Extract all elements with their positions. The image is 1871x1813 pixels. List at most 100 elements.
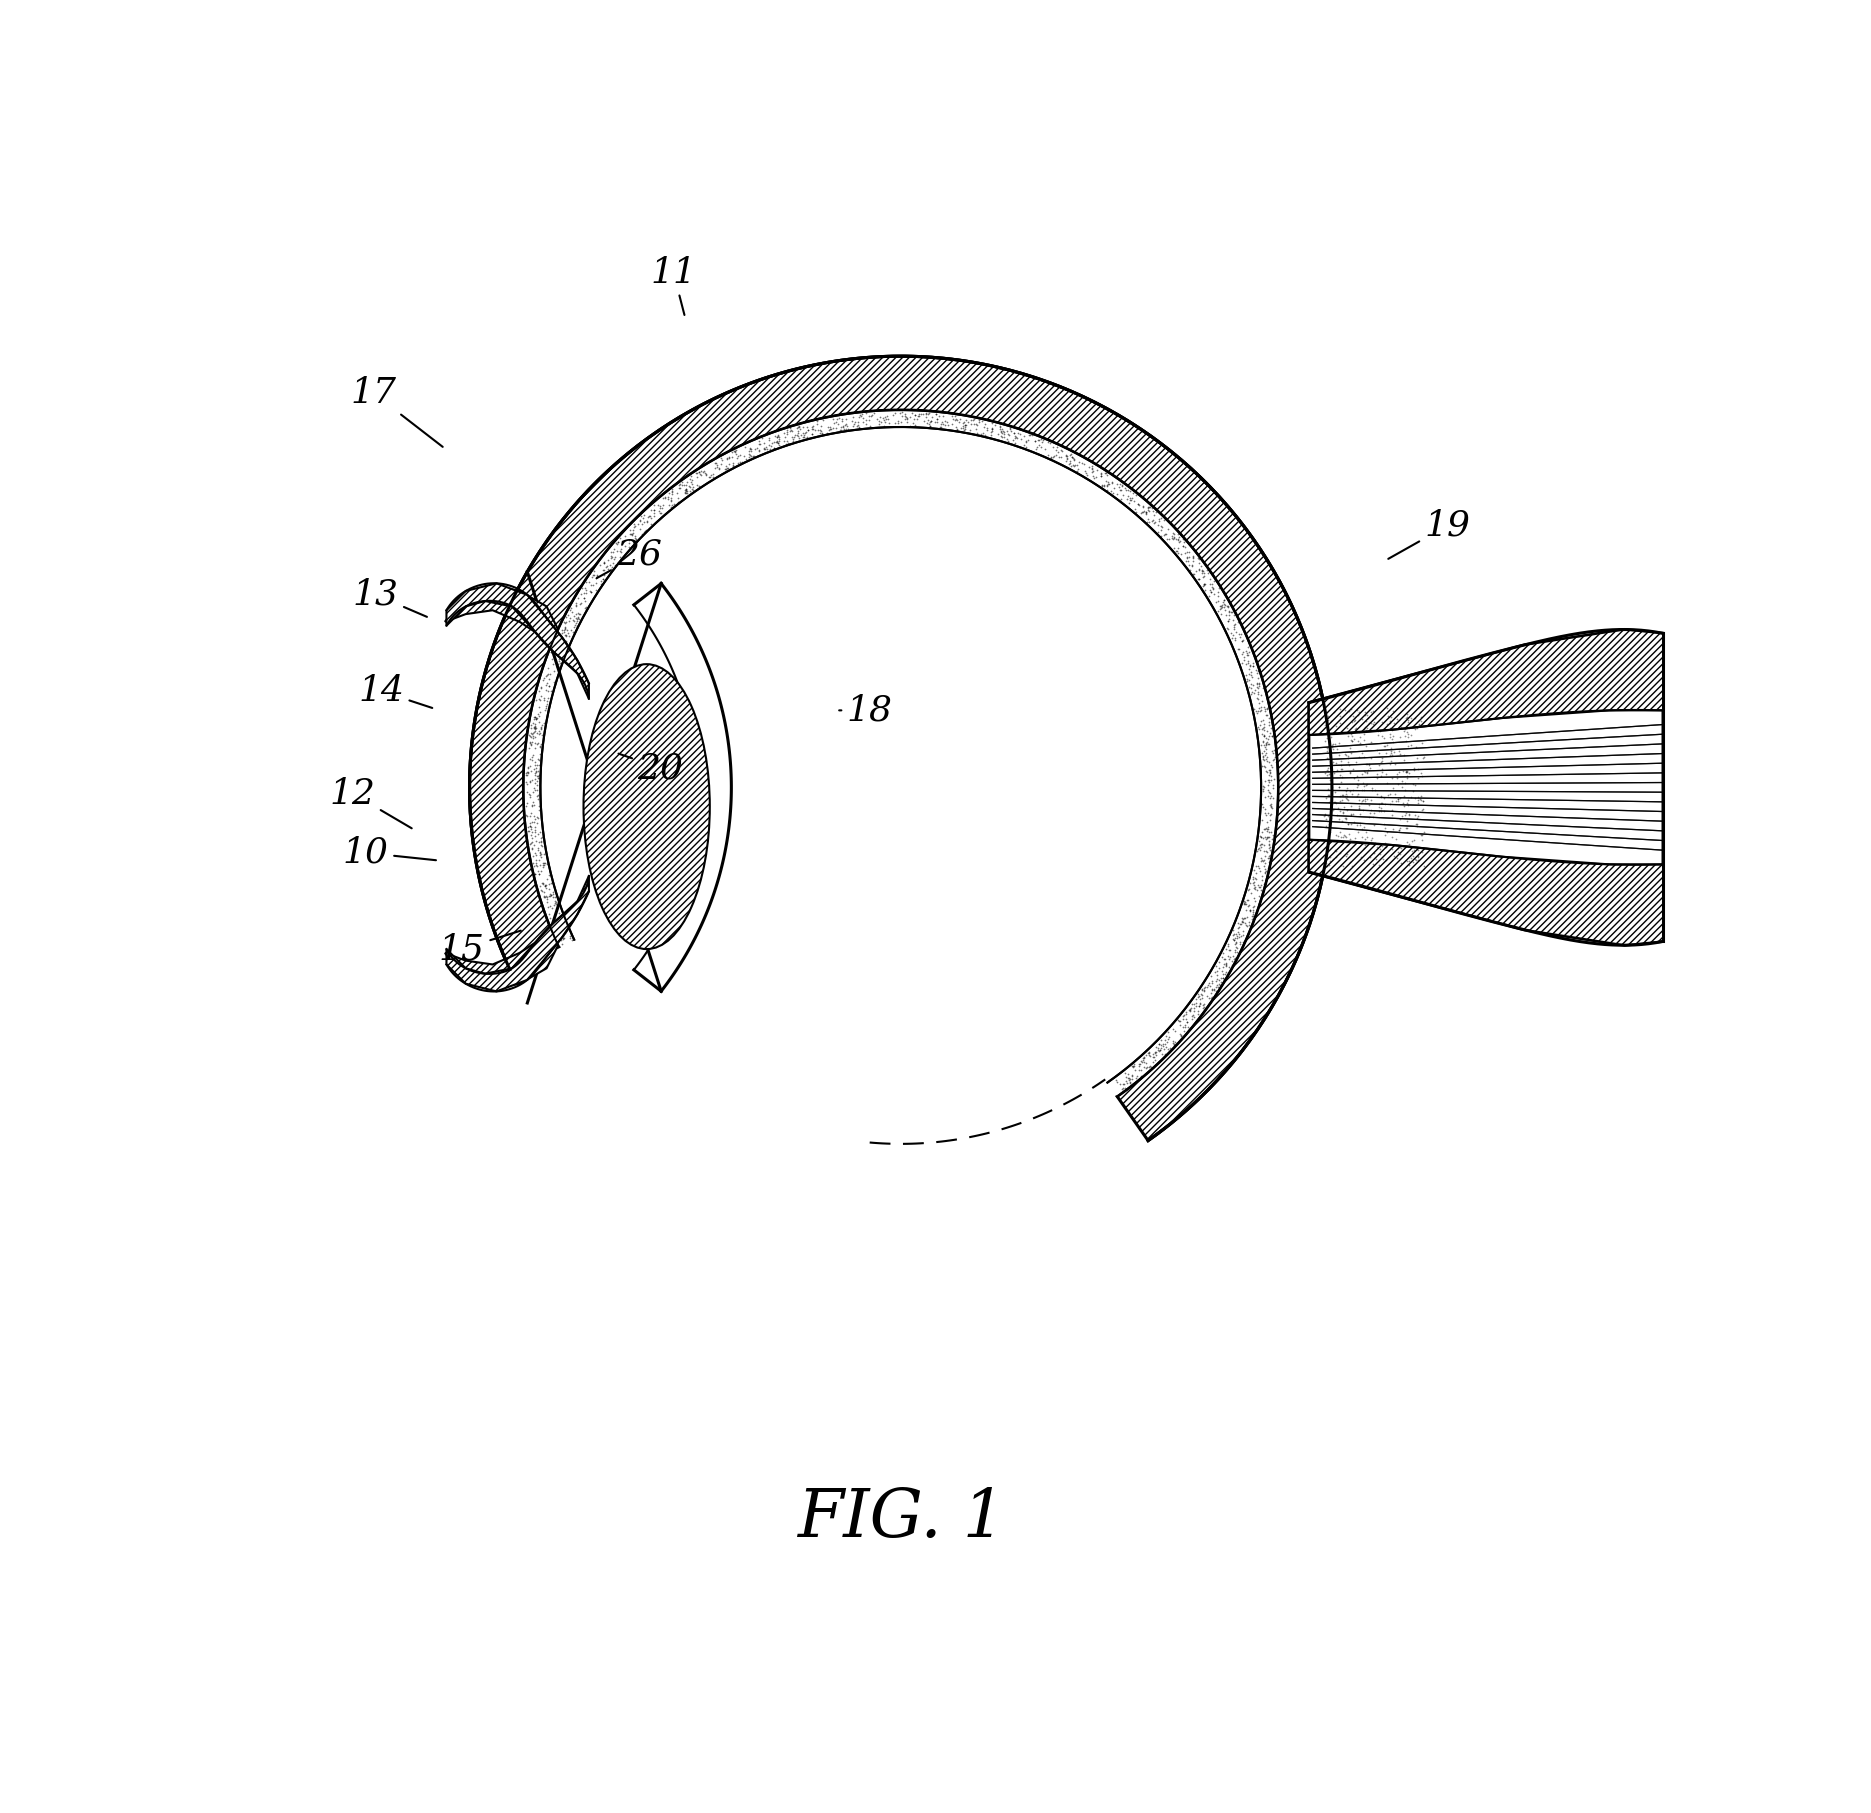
Point — [1147, 517, 1177, 546]
Point — [1356, 785, 1386, 814]
Point — [816, 413, 846, 442]
Point — [1119, 1052, 1149, 1081]
Point — [1132, 500, 1162, 529]
Point — [1106, 475, 1136, 504]
Point — [711, 453, 741, 482]
Point — [1181, 992, 1211, 1021]
Point — [1368, 714, 1398, 743]
Point — [520, 709, 550, 738]
Point — [511, 758, 541, 787]
Point — [1186, 974, 1216, 1003]
Point — [1046, 435, 1076, 464]
Point — [891, 402, 921, 431]
Point — [565, 589, 595, 618]
Point — [1216, 598, 1246, 627]
Point — [1022, 435, 1052, 464]
Point — [950, 410, 980, 439]
Point — [1353, 756, 1383, 785]
Point — [1162, 533, 1192, 562]
Point — [1313, 754, 1343, 783]
Point — [526, 718, 556, 747]
Point — [711, 451, 741, 480]
Point — [546, 649, 576, 678]
Point — [913, 406, 943, 435]
Point — [558, 926, 587, 955]
Point — [617, 519, 647, 548]
Point — [1113, 475, 1143, 504]
Point — [1184, 992, 1214, 1021]
Point — [1332, 743, 1362, 772]
Point — [956, 406, 986, 435]
Point — [1139, 500, 1169, 529]
Point — [1407, 707, 1437, 736]
Point — [1237, 649, 1267, 678]
Point — [1317, 845, 1347, 874]
Point — [915, 412, 945, 441]
Point — [1246, 696, 1276, 725]
Point — [1403, 763, 1433, 792]
Point — [1102, 479, 1132, 508]
Point — [1211, 948, 1240, 977]
Point — [672, 477, 702, 506]
Point — [535, 879, 565, 908]
Point — [1239, 671, 1269, 700]
Point — [1312, 756, 1342, 785]
Point — [537, 881, 567, 910]
Point — [1385, 736, 1414, 765]
Point — [1377, 787, 1407, 816]
Point — [1190, 974, 1220, 1003]
Point — [522, 803, 552, 832]
Point — [1400, 714, 1429, 743]
Point — [1115, 1068, 1145, 1097]
Point — [1323, 794, 1353, 823]
Point — [574, 577, 604, 606]
Point — [544, 627, 574, 656]
Point — [1220, 936, 1250, 965]
Point — [1181, 984, 1211, 1013]
Point — [1392, 720, 1422, 749]
Point — [1334, 749, 1364, 778]
Point — [1257, 722, 1287, 751]
Point — [823, 404, 853, 433]
Point — [515, 812, 544, 841]
Point — [1113, 1059, 1143, 1088]
Point — [904, 399, 934, 428]
Point — [833, 412, 863, 441]
Point — [1355, 843, 1385, 872]
Point — [842, 412, 872, 441]
Point — [889, 401, 919, 430]
Point — [1179, 560, 1209, 589]
Point — [1134, 495, 1164, 524]
Point — [576, 571, 606, 600]
Point — [601, 549, 631, 578]
Point — [1312, 852, 1342, 881]
Point — [1407, 825, 1437, 854]
Point — [1353, 758, 1383, 787]
Point — [531, 671, 561, 700]
Point — [1169, 1017, 1199, 1046]
Point — [1242, 684, 1272, 713]
Point — [1353, 785, 1383, 814]
Point — [1400, 703, 1429, 732]
Point — [1371, 709, 1401, 738]
Point — [1405, 785, 1435, 814]
Point — [1110, 1059, 1139, 1088]
Point — [616, 515, 645, 544]
Point — [526, 830, 556, 859]
Point — [1141, 1033, 1171, 1062]
Point — [909, 406, 939, 435]
Point — [1385, 816, 1414, 845]
Point — [546, 642, 576, 671]
Point — [1226, 910, 1255, 939]
Point — [515, 734, 544, 763]
Point — [535, 868, 565, 897]
Point — [1315, 819, 1345, 848]
Point — [1370, 723, 1400, 752]
Point — [1255, 758, 1285, 787]
Point — [1257, 722, 1287, 751]
Point — [782, 421, 812, 450]
Point — [722, 442, 752, 471]
Point — [1093, 470, 1123, 499]
Point — [1254, 703, 1284, 732]
Point — [522, 852, 552, 881]
